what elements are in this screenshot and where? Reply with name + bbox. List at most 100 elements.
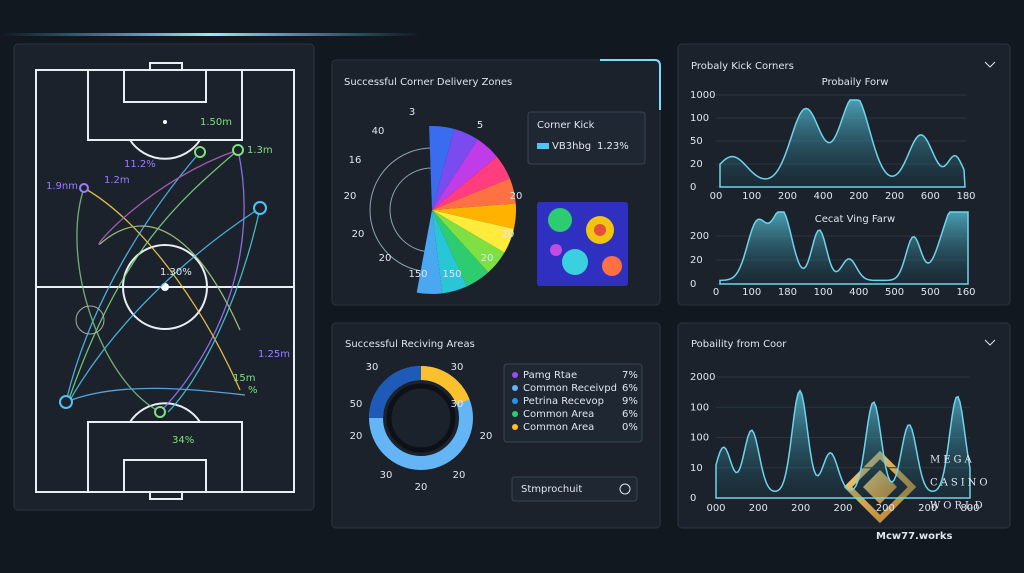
zone-sector <box>432 129 478 210</box>
x-tick-label: 600 <box>921 191 940 202</box>
legend-value: 1.23% <box>597 141 629 152</box>
legend-dot <box>512 424 518 430</box>
zone-label: 3 <box>409 107 415 118</box>
watermark-text: WORLD <box>930 501 986 512</box>
chart-title: Cecat Ving Farw <box>815 214 895 225</box>
ring-label: 30 <box>380 470 393 481</box>
watermark-text: MEGA <box>930 455 975 466</box>
button[interactable] <box>511 476 638 502</box>
x-tick-label: 160 <box>956 287 975 298</box>
y-tick-label: 20 <box>690 159 703 170</box>
area-chart <box>719 211 969 285</box>
x-tick-label: 200 <box>778 191 797 202</box>
heatmap-blobs <box>548 208 622 276</box>
x-tick-label: 00 <box>710 191 723 202</box>
chevrons[interactable] <box>984 61 996 346</box>
zone-sector <box>432 210 514 253</box>
y-tick-label: 0 <box>690 182 696 193</box>
legend-box <box>503 363 643 443</box>
watermark-site: Mcw77.works <box>876 531 953 542</box>
panel-title: Successful Reciving Areas <box>345 339 475 350</box>
legend-item: VB3hbg <box>552 141 591 152</box>
panel-glow <box>600 59 661 110</box>
zone-sector <box>432 203 516 229</box>
zone-label: 5 <box>477 120 483 131</box>
y-tick-label: 200 <box>690 231 709 242</box>
pitch-label: 1.2m <box>104 175 130 186</box>
zone-label: 150 <box>442 269 461 280</box>
donut <box>369 366 473 470</box>
panel-title: Successful Corner Delivery Zones <box>344 77 512 88</box>
zone-label: 40 <box>372 126 385 137</box>
button-label: Stmprochuit <box>521 484 582 495</box>
legend-dot <box>512 372 518 378</box>
ring-label: 50 <box>350 399 363 410</box>
x-tick-label: 0 <box>713 287 719 298</box>
ring-label: 20 <box>350 431 363 442</box>
ring-label: 30 <box>451 399 464 410</box>
x-tick-label: 800 <box>960 503 979 514</box>
y-tick-label: 100 <box>690 433 709 444</box>
y-tick-label: 1000 <box>690 90 715 101</box>
panel-title: Probaly Kick Corners <box>691 61 794 72</box>
ring-label: 20 <box>480 431 493 442</box>
legend-dot <box>512 385 518 391</box>
pitch-label: 1.3m <box>247 145 273 156</box>
legend-label: Common Receivpd <box>523 383 617 394</box>
pitch-label: 1.25m <box>258 349 290 360</box>
zone-sector <box>432 210 467 294</box>
zone-sector <box>429 126 455 210</box>
x-tick-label: 200 <box>876 503 895 514</box>
x-tick-label: 180 <box>956 191 975 202</box>
legend-dot <box>512 411 518 417</box>
x-tick-label: 500 <box>921 287 940 298</box>
pitch-label: % <box>248 385 258 396</box>
ring-label: 30 <box>366 362 379 373</box>
x-tick-label: 200 <box>849 191 868 202</box>
y-tick-label: 10 <box>690 463 703 474</box>
pitch <box>35 62 295 500</box>
legend-label: Common Area <box>523 409 594 420</box>
legend-box <box>527 111 646 165</box>
legend-value: 9% <box>622 396 638 407</box>
x-tick-label: 500 <box>885 287 904 298</box>
x-tick-label: 400 <box>849 287 868 298</box>
pitch-label: 34% <box>172 435 194 446</box>
legend-swatch <box>537 143 549 149</box>
button-icon <box>619 483 631 495</box>
legend-value: 6% <box>622 409 638 420</box>
zone-label: 20 <box>352 229 365 240</box>
x-tick-label: 400 <box>814 191 833 202</box>
zone-label: 20 <box>510 191 523 202</box>
zone-sector <box>432 139 497 210</box>
pitch-label: 1.30% <box>160 267 192 278</box>
zone-sector <box>432 178 516 210</box>
x-tick-label: 200 <box>918 503 937 514</box>
y-tick-label: 50 <box>690 136 703 147</box>
legend-label: Common Area <box>523 422 594 433</box>
y-tick-label: 0 <box>690 279 696 290</box>
ring-label: 30 <box>451 362 464 373</box>
x-tick-label: 100 <box>742 287 761 298</box>
chart-title: Probaily Forw <box>822 77 889 88</box>
legend-title: Corner Kick <box>537 120 595 131</box>
x-tick-label: 100 <box>742 191 761 202</box>
ring-label: 20 <box>415 482 428 493</box>
zone-label: 150 <box>408 269 427 280</box>
x-tick-label: 100 <box>814 287 833 298</box>
legend-dot <box>512 398 518 404</box>
y-tick-label: 0 <box>690 493 696 504</box>
zone-sector <box>416 210 443 294</box>
zone-label: 20 <box>379 253 392 264</box>
y-tick-label: 100 <box>690 113 709 124</box>
x-tick-label: 200 <box>885 191 904 202</box>
zone-label: 20 <box>502 229 515 240</box>
zone-label: 20 <box>481 253 494 264</box>
zone-sector <box>432 210 489 287</box>
zone-label: 20 <box>344 191 357 202</box>
pitch-label: 15m <box>233 373 255 384</box>
legend-value: 0% <box>622 422 638 433</box>
pitch-label: 11.2% <box>124 159 156 170</box>
x-tick-label: 000 <box>706 503 725 514</box>
